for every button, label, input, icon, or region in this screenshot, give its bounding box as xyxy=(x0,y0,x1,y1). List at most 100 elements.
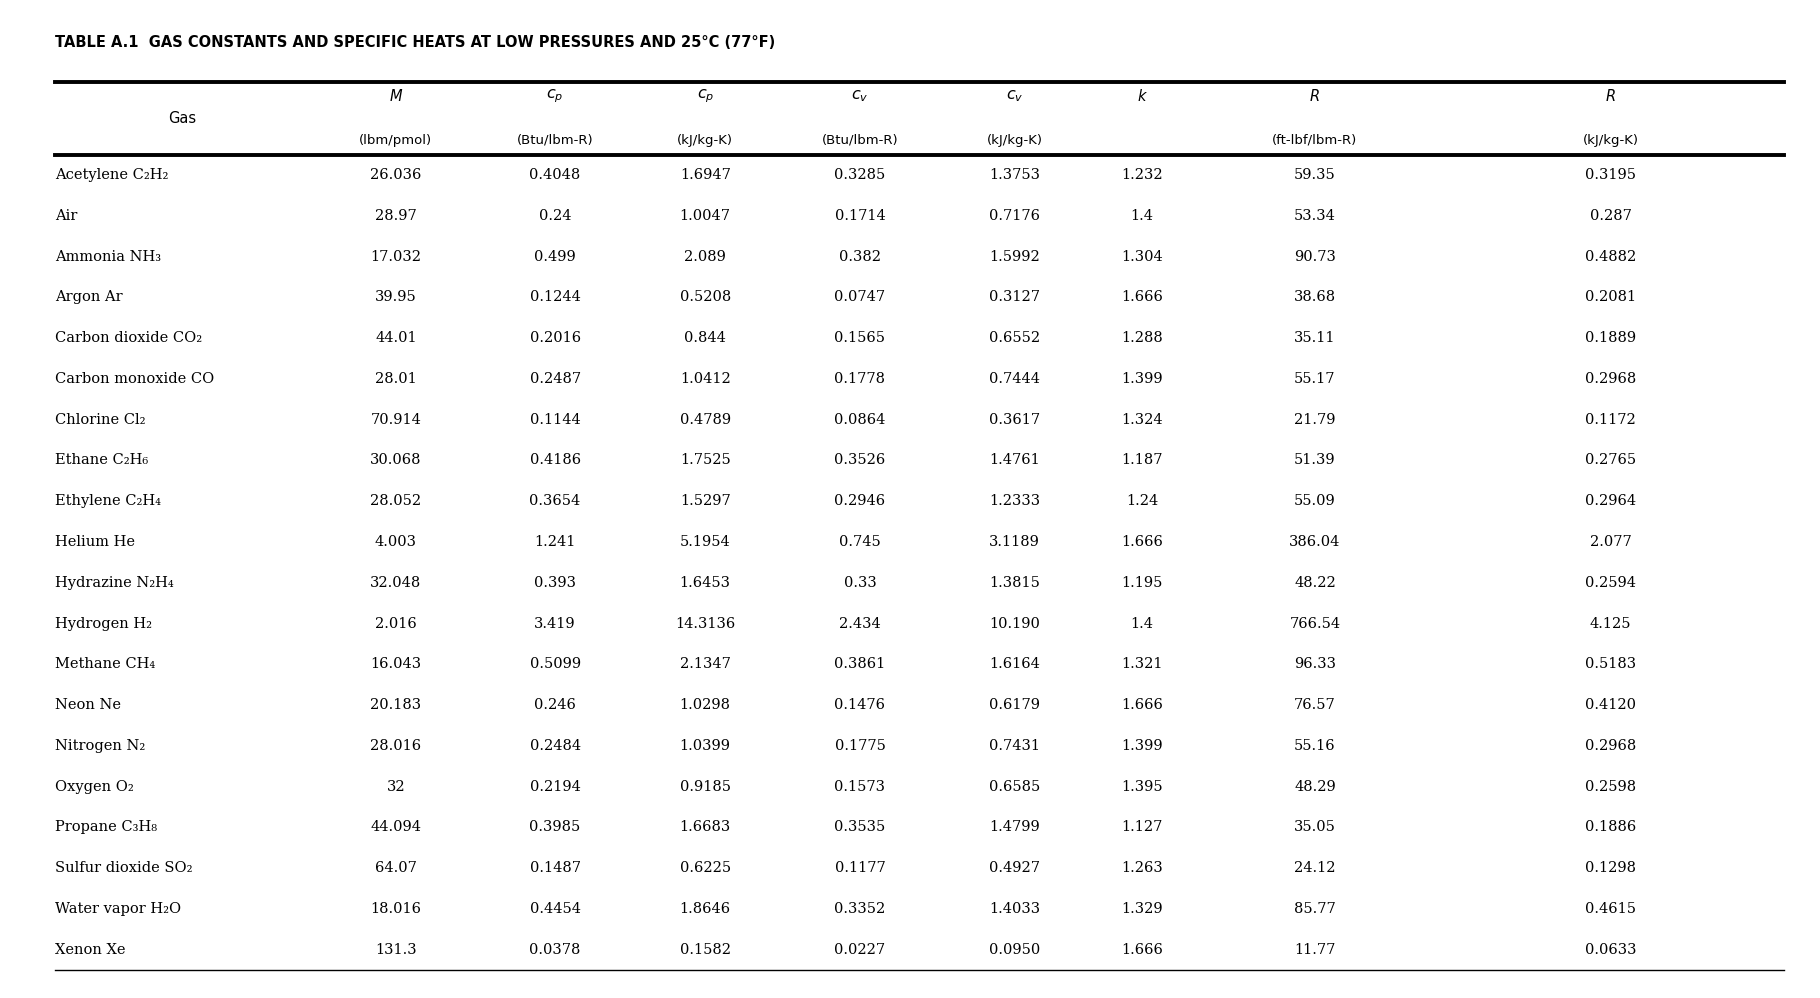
Text: 44.094: 44.094 xyxy=(369,820,422,834)
Text: 96.33: 96.33 xyxy=(1294,658,1336,672)
Text: 18.016: 18.016 xyxy=(369,902,422,916)
Text: 55.09: 55.09 xyxy=(1294,494,1336,508)
Text: 1.4761: 1.4761 xyxy=(990,453,1039,467)
Text: 0.1487: 0.1487 xyxy=(530,861,581,875)
Text: 1.241: 1.241 xyxy=(535,535,575,549)
Text: 1.127: 1.127 xyxy=(1121,820,1163,834)
Text: 0.2946: 0.2946 xyxy=(834,494,886,508)
Text: 2.016: 2.016 xyxy=(375,617,417,631)
Text: Propane C₃H₈: Propane C₃H₈ xyxy=(55,820,157,834)
Text: 10.190: 10.190 xyxy=(990,617,1039,631)
Text: 1.288: 1.288 xyxy=(1121,331,1163,345)
Text: 21.79: 21.79 xyxy=(1294,413,1336,427)
Text: 131.3: 131.3 xyxy=(375,943,417,957)
Text: Ethylene C₂H₄: Ethylene C₂H₄ xyxy=(55,494,160,508)
Text: 0.7444: 0.7444 xyxy=(988,372,1041,386)
Text: 1.0412: 1.0412 xyxy=(681,372,730,386)
Text: 766.54: 766.54 xyxy=(1289,617,1341,631)
Text: $\mathit{c}_{v}$: $\mathit{c}_{v}$ xyxy=(852,89,868,104)
Text: 0.0950: 0.0950 xyxy=(988,943,1041,957)
Text: Xenon Xe: Xenon Xe xyxy=(55,943,126,957)
Text: 1.399: 1.399 xyxy=(1121,739,1163,752)
Text: 2.077: 2.077 xyxy=(1591,535,1631,549)
Text: 0.2484: 0.2484 xyxy=(530,739,581,752)
Text: 1.666: 1.666 xyxy=(1121,698,1163,712)
Text: 1.324: 1.324 xyxy=(1121,413,1163,427)
Text: 0.2968: 0.2968 xyxy=(1585,739,1636,752)
Text: 1.187: 1.187 xyxy=(1121,453,1163,467)
Text: Sulfur dioxide SO₂: Sulfur dioxide SO₂ xyxy=(55,861,193,875)
Text: 1.5992: 1.5992 xyxy=(990,250,1039,263)
Text: 1.0298: 1.0298 xyxy=(679,698,732,712)
Text: 0.2594: 0.2594 xyxy=(1585,576,1636,590)
Text: 0.24: 0.24 xyxy=(539,209,571,223)
Text: 55.16: 55.16 xyxy=(1294,739,1336,752)
Text: 1.399: 1.399 xyxy=(1121,372,1163,386)
Text: 0.2964: 0.2964 xyxy=(1585,494,1636,508)
Text: 0.2487: 0.2487 xyxy=(530,372,581,386)
Text: 0.2765: 0.2765 xyxy=(1585,453,1636,467)
Text: 1.329: 1.329 xyxy=(1121,902,1163,916)
Text: 1.24: 1.24 xyxy=(1127,494,1158,508)
Text: 1.4: 1.4 xyxy=(1130,209,1154,223)
Text: 0.4186: 0.4186 xyxy=(530,453,581,467)
Text: Oxygen O₂: Oxygen O₂ xyxy=(55,779,133,793)
Text: 1.195: 1.195 xyxy=(1121,576,1163,590)
Text: 70.914: 70.914 xyxy=(371,413,420,427)
Text: 85.77: 85.77 xyxy=(1294,902,1336,916)
Text: 0.1172: 0.1172 xyxy=(1585,413,1636,427)
Text: 0.33: 0.33 xyxy=(844,576,875,590)
Text: 0.499: 0.499 xyxy=(535,250,575,263)
Text: $\mathit{c}_{p}$: $\mathit{c}_{p}$ xyxy=(546,88,564,105)
Text: 5.1954: 5.1954 xyxy=(681,535,730,549)
Text: 0.1714: 0.1714 xyxy=(835,209,885,223)
Text: 28.97: 28.97 xyxy=(375,209,417,223)
Text: 0.2194: 0.2194 xyxy=(530,779,581,793)
Text: Nitrogen N₂: Nitrogen N₂ xyxy=(55,739,146,752)
Text: 1.0399: 1.0399 xyxy=(679,739,732,752)
Text: 0.3127: 0.3127 xyxy=(988,290,1041,304)
Text: 0.6179: 0.6179 xyxy=(988,698,1041,712)
Text: 1.6164: 1.6164 xyxy=(990,658,1039,672)
Text: 0.0864: 0.0864 xyxy=(834,413,886,427)
Text: 35.05: 35.05 xyxy=(1294,820,1336,834)
Text: 0.4454: 0.4454 xyxy=(530,902,581,916)
Text: Water vapor H₂O: Water vapor H₂O xyxy=(55,902,180,916)
Text: 1.3753: 1.3753 xyxy=(988,168,1041,182)
Text: Neon Ne: Neon Ne xyxy=(55,698,120,712)
Text: 3.1189: 3.1189 xyxy=(990,535,1039,549)
Text: Gas: Gas xyxy=(167,111,197,126)
Text: 0.5099: 0.5099 xyxy=(530,658,581,672)
Text: 1.666: 1.666 xyxy=(1121,943,1163,957)
Text: 1.263: 1.263 xyxy=(1121,861,1163,875)
Text: 0.3654: 0.3654 xyxy=(530,494,581,508)
Text: 53.34: 53.34 xyxy=(1294,209,1336,223)
Text: 0.393: 0.393 xyxy=(533,576,577,590)
Text: 0.844: 0.844 xyxy=(684,331,726,345)
Text: 0.0378: 0.0378 xyxy=(530,943,581,957)
Text: 44.01: 44.01 xyxy=(375,331,417,345)
Text: 16.043: 16.043 xyxy=(369,658,422,672)
Text: Carbon dioxide CO₂: Carbon dioxide CO₂ xyxy=(55,331,202,345)
Text: 0.3861: 0.3861 xyxy=(834,658,886,672)
Text: 0.9185: 0.9185 xyxy=(679,779,732,793)
Text: 0.1177: 0.1177 xyxy=(835,861,885,875)
Text: 1.5297: 1.5297 xyxy=(681,494,730,508)
Text: 0.1565: 0.1565 xyxy=(834,331,886,345)
Text: Methane CH₄: Methane CH₄ xyxy=(55,658,155,672)
Text: Air: Air xyxy=(55,209,76,223)
Text: Ethane C₂H₆: Ethane C₂H₆ xyxy=(55,453,147,467)
Text: 4.003: 4.003 xyxy=(375,535,417,549)
Text: 0.7431: 0.7431 xyxy=(988,739,1041,752)
Text: Hydrazine N₂H₄: Hydrazine N₂H₄ xyxy=(55,576,173,590)
Text: 2.089: 2.089 xyxy=(684,250,726,263)
Text: 51.39: 51.39 xyxy=(1294,453,1336,467)
Text: 1.7525: 1.7525 xyxy=(681,453,730,467)
Text: 0.4882: 0.4882 xyxy=(1585,250,1636,263)
Text: 2.1347: 2.1347 xyxy=(681,658,730,672)
Text: 24.12: 24.12 xyxy=(1294,861,1336,875)
Text: 0.1886: 0.1886 xyxy=(1585,820,1636,834)
Text: 0.3526: 0.3526 xyxy=(834,453,886,467)
Text: 1.6947: 1.6947 xyxy=(681,168,730,182)
Text: 0.0633: 0.0633 xyxy=(1585,943,1636,957)
